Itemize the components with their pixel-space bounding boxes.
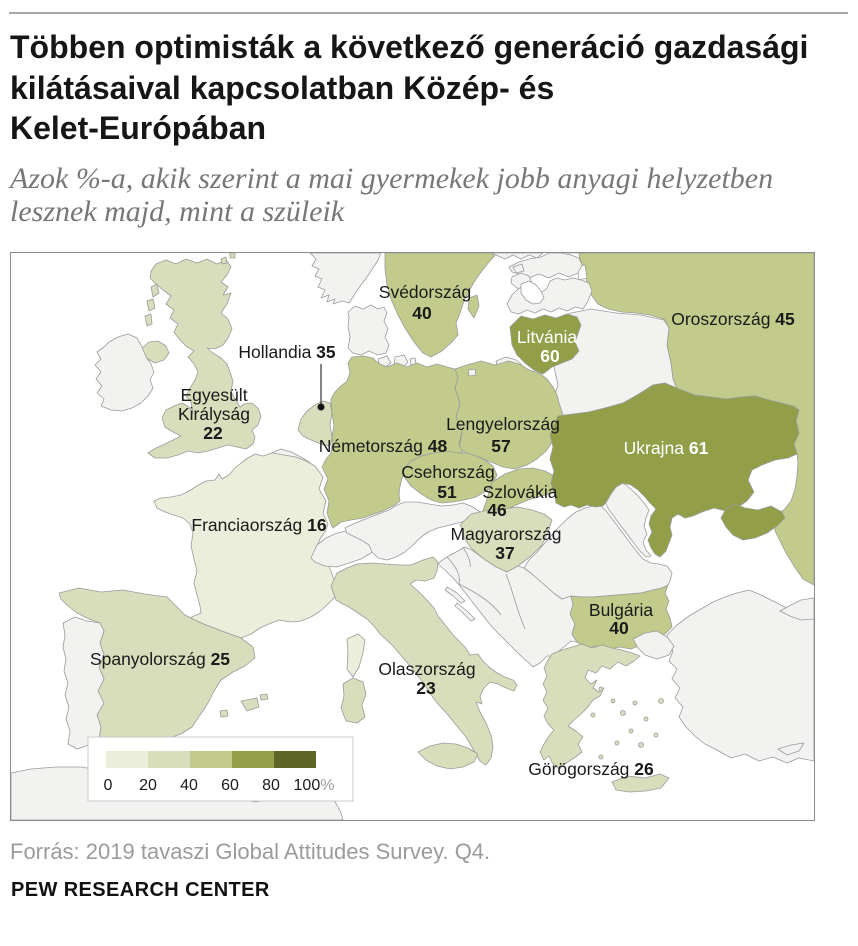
svg-text:Szlovákia: Szlovákia — [483, 482, 558, 502]
svg-text:100%: 100% — [294, 777, 335, 794]
svg-text:Magyarország: Magyarország — [451, 524, 562, 544]
svg-text:40: 40 — [609, 618, 629, 638]
svg-text:40: 40 — [180, 777, 198, 794]
svg-text:46: 46 — [487, 500, 507, 520]
svg-text:Hollandia 35: Hollandia 35 — [238, 342, 336, 362]
svg-text:60: 60 — [221, 777, 239, 794]
svg-text:Svédország: Svédország — [379, 282, 471, 302]
svg-text:20: 20 — [139, 777, 157, 794]
svg-text:0: 0 — [104, 777, 113, 794]
svg-text:Egyesült: Egyesült — [180, 385, 247, 405]
svg-text:Oroszország 45: Oroszország 45 — [671, 309, 795, 329]
svg-text:Olaszország: Olaszország — [378, 659, 475, 679]
svg-text:22: 22 — [203, 423, 223, 443]
svg-text:Németország 48: Németország 48 — [319, 436, 448, 456]
svg-text:Ukrajna 61: Ukrajna 61 — [624, 438, 709, 458]
svg-text:37: 37 — [495, 543, 514, 563]
svg-text:Görögország 26: Görögország 26 — [528, 759, 654, 779]
svg-text:40: 40 — [412, 303, 432, 323]
svg-text:57: 57 — [491, 436, 510, 456]
svg-text:Bulgária: Bulgária — [589, 600, 653, 620]
svg-text:60: 60 — [540, 346, 560, 366]
svg-text:23: 23 — [416, 678, 436, 698]
svg-text:Franciaország 16: Franciaország 16 — [191, 515, 326, 535]
svg-text:80: 80 — [262, 777, 280, 794]
svg-text:Lengyelország: Lengyelország — [446, 414, 560, 434]
svg-text:Királyság: Királyság — [178, 404, 250, 424]
svg-text:Spanyolország 25: Spanyolország 25 — [90, 649, 230, 669]
svg-text:51: 51 — [437, 482, 457, 502]
svg-text:Litvánia: Litvánia — [517, 327, 578, 347]
svg-text:Csehország: Csehország — [401, 462, 494, 482]
